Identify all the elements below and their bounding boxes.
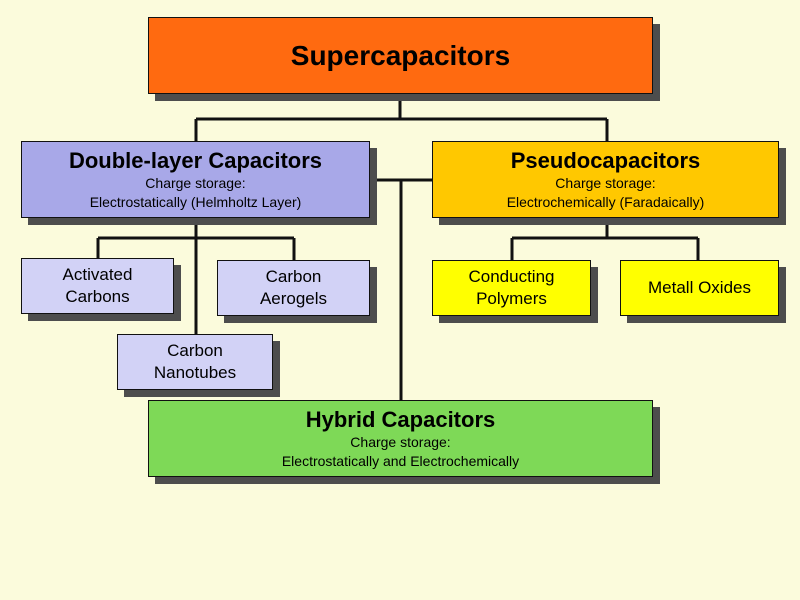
metall-oxides-label: Metall Oxides (648, 278, 751, 297)
double-layer-capacitors-box: Double-layer Capacitors Charge storage: … (21, 141, 370, 218)
pseudo-charge-mechanism: Electrochemically (Faradaically) (506, 193, 705, 210)
carbon-aerogels-line1: Carbon (265, 267, 322, 286)
conducting-polymers-box: Conducting Polymers (432, 260, 591, 316)
double-layer-title: Double-layer Capacitors (68, 147, 323, 173)
double-layer-charge-label: Charge storage: (145, 174, 246, 191)
carbon-nanotubes-box: Carbon Nanotubes (117, 334, 273, 390)
activated-carbons-line1: Activated (62, 265, 133, 284)
pseudo-charge-label: Charge storage: (555, 174, 656, 191)
activated-carbons-box: Activated Carbons (21, 258, 174, 314)
carbon-aerogels-box: Carbon Aerogels (217, 260, 370, 316)
hybrid-charge-mechanism: Electrostatically and Electrochemically (281, 452, 520, 469)
hybrid-charge-label: Charge storage: (350, 433, 451, 450)
activated-carbons-line2: Carbons (65, 287, 130, 306)
pseudocapacitors-title: Pseudocapacitors (510, 147, 701, 173)
hybrid-capacitors-box: Hybrid Capacitors Charge storage: Electr… (148, 400, 653, 477)
metall-oxides-box: Metall Oxides (620, 260, 779, 316)
double-layer-charge-mechanism: Electrostatically (Helmholtz Layer) (89, 193, 302, 210)
carbon-aerogels-line2: Aerogels (259, 289, 328, 308)
hybrid-title: Hybrid Capacitors (305, 406, 496, 432)
conducting-polymers-line2: Polymers (476, 289, 547, 308)
carbon-nanotubes-line1: Carbon (167, 341, 223, 360)
conducting-polymers-line1: Conducting (468, 267, 555, 286)
pseudocapacitors-box: Pseudocapacitors Charge storage: Electro… (432, 141, 779, 218)
supercapacitors-box: Supercapacitors (148, 17, 653, 94)
supercapacitors-title: Supercapacitors (290, 39, 511, 71)
carbon-nanotubes-line2: Nanotubes (153, 363, 237, 382)
